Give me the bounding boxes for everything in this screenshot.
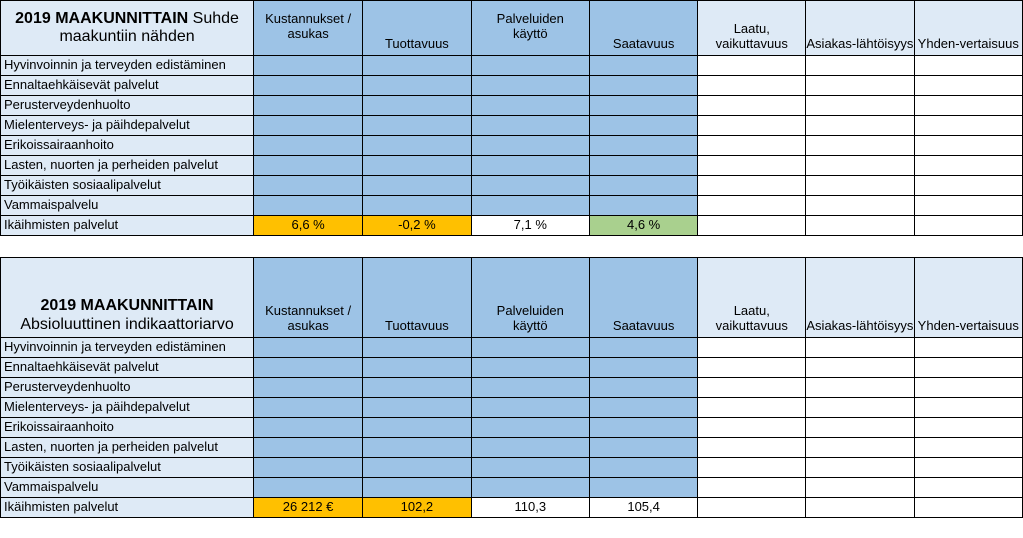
table-row: Hyvinvoinnin ja terveyden edistäminen [0, 55, 1023, 76]
title-bold: 2019 MAAKUNNITTAIN [40, 297, 214, 315]
row-label: Erikoissairaanhoito [0, 417, 255, 438]
value-cell: 102,2 [362, 497, 472, 518]
table-row: Mielenterveys- ja päihdepalvelut [0, 115, 1023, 136]
row-label: Hyvinvoinnin ja terveyden edistäminen [0, 337, 255, 358]
table-title: 2019 MAAKUNNITTAIN Suhde maakuntiin nähd… [0, 0, 255, 56]
col-header: Kustannukset / asukas [253, 257, 364, 338]
table-row: Lasten, nuorten ja perheiden palvelut [0, 437, 1023, 458]
col-header: Palveluiden käyttö [470, 257, 590, 338]
col-header: Laatu, vaikuttavuus [697, 0, 807, 56]
table-row: Erikoissairaanhoito [0, 417, 1023, 438]
row-label: Mielenterveys- ja päihdepalvelut [0, 115, 255, 136]
col-header: Asiakas-lähtöisyys [805, 257, 915, 338]
value-cell: -0,2 % [362, 215, 472, 236]
col-header: Asiakas-lähtöisyys [805, 0, 915, 56]
table-absolute: 2019 MAAKUNNITTAIN Absioluuttinen indika… [0, 257, 1023, 518]
col-header: Yhden-vertaisuus [913, 0, 1023, 56]
col-header: Kustannukset / asukas [253, 0, 364, 56]
table-row: Ikäihmisten palvelut 6,6 % -0,2 % 7,1 % … [0, 215, 1023, 236]
table-title: 2019 MAAKUNNITTAIN Absioluuttinen indika… [0, 257, 255, 338]
table-row: Mielenterveys- ja päihdepalvelut [0, 397, 1023, 418]
value-cell: 4,6 % [588, 215, 699, 236]
table-row: Perusterveydenhuolto [0, 377, 1023, 398]
col-header: Tuottavuus [362, 257, 472, 338]
title-bold: 2019 MAAKUNNITTAIN [15, 9, 189, 27]
table-row: Työikäisten sosiaalipalvelut [0, 457, 1023, 478]
title-rest: Absioluuttinen indikaattoriarvo [20, 315, 234, 333]
row-label: Ennaltaehkäisevät palvelut [0, 357, 255, 378]
table-row: Ennaltaehkäisevät palvelut [0, 357, 1023, 378]
table-row: Perusterveydenhuolto [0, 95, 1023, 116]
col-header: Laatu, vaikuttavuus [697, 257, 807, 338]
col-header: Palveluiden käyttö [470, 0, 590, 56]
col-header: Tuottavuus [362, 0, 472, 56]
row-label: Erikoissairaanhoito [0, 135, 255, 156]
table-row: Työikäisten sosiaalipalvelut [0, 175, 1023, 196]
table-header-row: 2019 MAAKUNNITTAIN Suhde maakuntiin nähd… [0, 0, 1023, 56]
row-label: Perusterveydenhuolto [0, 377, 255, 398]
row-label: Ikäihmisten palvelut [0, 497, 255, 518]
row-label: Vammaispalvelu [0, 477, 255, 498]
row-label: Lasten, nuorten ja perheiden palvelut [0, 437, 255, 458]
table-row: Lasten, nuorten ja perheiden palvelut [0, 155, 1023, 176]
row-label: Perusterveydenhuolto [0, 95, 255, 116]
table-row: Ennaltaehkäisevät palvelut [0, 75, 1023, 96]
table-row: Erikoissairaanhoito [0, 135, 1023, 156]
title-rest: Suhde maakuntiin nähden [59, 9, 239, 45]
value-cell: 7,1 % [470, 215, 590, 236]
table-row: Vammaispalvelu [0, 477, 1023, 498]
value-cell: 105,4 [588, 497, 699, 518]
table-relative: 2019 MAAKUNNITTAIN Suhde maakuntiin nähd… [0, 0, 1023, 236]
col-header: Saatavuus [588, 257, 699, 338]
table-header-row: 2019 MAAKUNNITTAIN Absioluuttinen indika… [0, 257, 1023, 338]
col-header: Yhden-vertaisuus [913, 257, 1023, 338]
table-row: Vammaispalvelu [0, 195, 1023, 216]
row-label: Ennaltaehkäisevät palvelut [0, 75, 255, 96]
col-header: Saatavuus [588, 0, 699, 56]
row-label: Ikäihmisten palvelut [0, 215, 255, 236]
value-cell: 110,3 [470, 497, 590, 518]
table-row: Ikäihmisten palvelut 26 212 € 102,2 110,… [0, 497, 1023, 518]
row-label: Lasten, nuorten ja perheiden palvelut [0, 155, 255, 176]
row-label: Työikäisten sosiaalipalvelut [0, 457, 255, 478]
value-cell: 26 212 € [253, 497, 364, 518]
row-label: Hyvinvoinnin ja terveyden edistäminen [0, 55, 255, 76]
row-label: Mielenterveys- ja päihdepalvelut [0, 397, 255, 418]
row-label: Työikäisten sosiaalipalvelut [0, 175, 255, 196]
value-cell: 6,6 % [253, 215, 364, 236]
table-row: Hyvinvoinnin ja terveyden edistäminen [0, 337, 1023, 358]
row-label: Vammaispalvelu [0, 195, 255, 216]
